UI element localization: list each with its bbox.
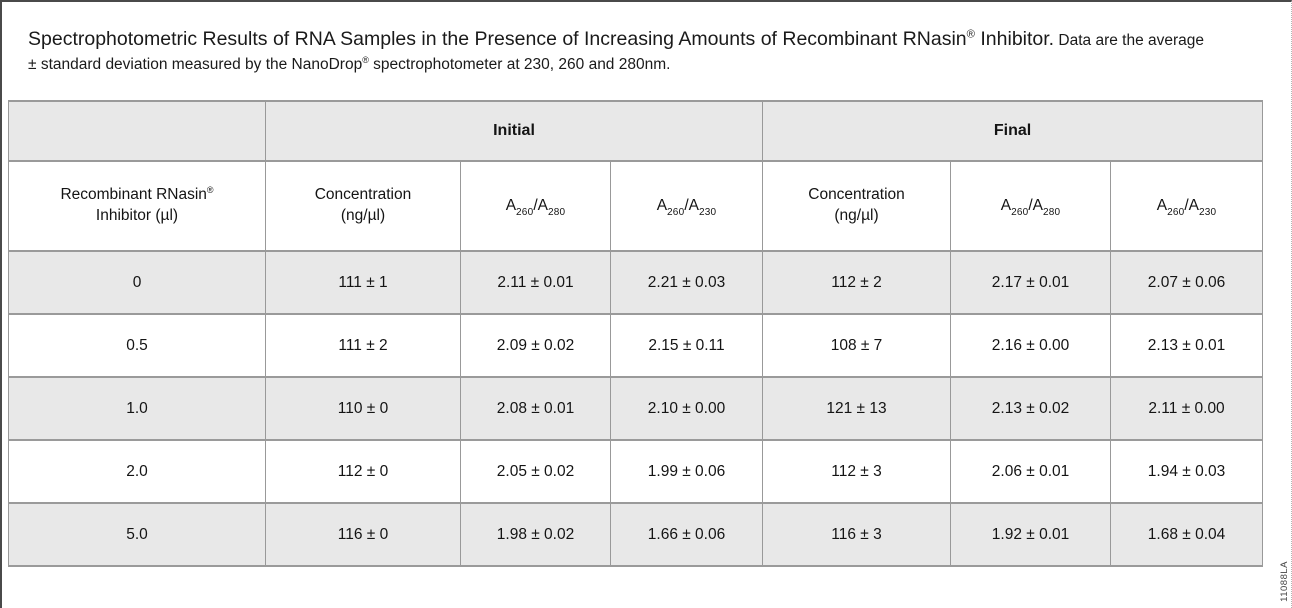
cell-final-a260-a280: 2.16 ± 0.00 (950, 313, 1112, 379)
cell-final-a260-a230: 2.13 ± 0.01 (1110, 313, 1264, 379)
column-header-final-concentration: Concentration (ng/µl) (762, 160, 952, 253)
cell-initial-a260-a280: 1.98 ± 0.02 (460, 502, 611, 568)
cell-final-a260-a280: 1.92 ± 0.01 (950, 502, 1112, 568)
caption-title: Spectrophotometric Results of RNA Sample… (28, 28, 1055, 50)
corner-cell (8, 100, 266, 163)
cell-initial-a260-a230: 1.66 ± 0.06 (609, 502, 764, 568)
group-header-final: Final (762, 100, 1264, 163)
table-row: 2.0 112 ± 0 2.05 ± 0.02 1.99 ± 0.06 112 … (8, 439, 1264, 505)
registered-mark: ® (206, 185, 214, 196)
column-header-final-a260-a280: A260/A280 (950, 160, 1112, 253)
cell-final-a260-a230: 1.94 ± 0.03 (1110, 439, 1264, 505)
cell-initial-concentration: 111 ± 1 (265, 250, 461, 316)
cell-initial-concentration: 110 ± 0 (265, 376, 461, 442)
cell-initial-a260-a280: 2.05 ± 0.02 (460, 439, 611, 505)
column-header-initial-a260-a280: A260/A280 (460, 160, 611, 253)
cell-final-concentration: 112 ± 3 (762, 439, 952, 505)
cell-initial-concentration: 112 ± 0 (265, 439, 461, 505)
cell-initial-a260-a280: 2.08 ± 0.01 (460, 376, 611, 442)
cell-initial-a260-a230: 1.99 ± 0.06 (609, 439, 764, 505)
cell-final-concentration: 108 ± 7 (762, 313, 952, 379)
cell-final-a260-a230: 2.11 ± 0.00 (1110, 376, 1264, 442)
cell-initial-concentration: 111 ± 2 (265, 313, 461, 379)
registered-mark: ® (362, 54, 369, 65)
cell-inhibitor: 2.0 (8, 439, 266, 505)
column-header-inhibitor: Recombinant RNasin® Inhibitor (µl) (8, 160, 266, 253)
column-header-row: Recombinant RNasin® Inhibitor (µl) Concen… (8, 160, 1264, 253)
cell-inhibitor: 1.0 (8, 376, 266, 442)
table-row: 5.0 116 ± 0 1.98 ± 0.02 1.66 ± 0.06 116 … (8, 502, 1264, 568)
cell-inhibitor: 5.0 (8, 502, 266, 568)
cell-final-concentration: 121 ± 13 (762, 376, 952, 442)
column-header-final-a260-a230: A260/A230 (1110, 160, 1264, 253)
column-header-initial-a260-a230: A260/A230 (609, 160, 764, 253)
table-row: 0.5 111 ± 2 2.09 ± 0.02 2.15 ± 0.11 108 … (8, 313, 1264, 379)
figure-caption: Spectrophotometric Results of RNA Sample… (28, 26, 1211, 76)
cell-initial-a260-a230: 2.15 ± 0.11 (609, 313, 764, 379)
cell-inhibitor: 0 (8, 250, 266, 316)
registered-mark: ® (966, 28, 975, 41)
cell-initial-a260-a230: 2.10 ± 0.00 (609, 376, 764, 442)
cell-initial-concentration: 116 ± 0 (265, 502, 461, 568)
cell-initial-a260-a280: 2.11 ± 0.01 (460, 250, 611, 316)
cell-final-a260-a280: 2.17 ± 0.01 (950, 250, 1112, 316)
cell-final-concentration: 112 ± 2 (762, 250, 952, 316)
group-header-row: Initial Final (8, 100, 1264, 163)
results-table: Initial Final Recombinant RNasin® Inhibit… (8, 100, 1264, 568)
cell-final-a260-a230: 2.07 ± 0.06 (1110, 250, 1264, 316)
column-header-initial-concentration: Concentration (ng/µl) (265, 160, 461, 253)
cell-inhibitor: 0.5 (8, 313, 266, 379)
table-row: 1.0 110 ± 0 2.08 ± 0.01 2.10 ± 0.00 121 … (8, 376, 1264, 442)
table-row: 0 111 ± 1 2.11 ± 0.01 2.21 ± 0.03 112 ± … (8, 250, 1264, 316)
group-header-initial: Initial (264, 100, 764, 163)
cell-final-concentration: 116 ± 3 (762, 502, 952, 568)
cell-final-a260-a230: 1.68 ± 0.04 (1110, 502, 1264, 568)
cell-initial-a260-a280: 2.09 ± 0.02 (460, 313, 611, 379)
cell-initial-a260-a230: 2.21 ± 0.03 (609, 250, 764, 316)
cell-final-a260-a280: 2.13 ± 0.02 (950, 376, 1112, 442)
caption-note: Data are the average ± standard deviatio… (28, 32, 1205, 73)
cell-final-a260-a280: 2.06 ± 0.01 (950, 439, 1112, 505)
figure-part-number: 11088LA (1279, 561, 1290, 602)
